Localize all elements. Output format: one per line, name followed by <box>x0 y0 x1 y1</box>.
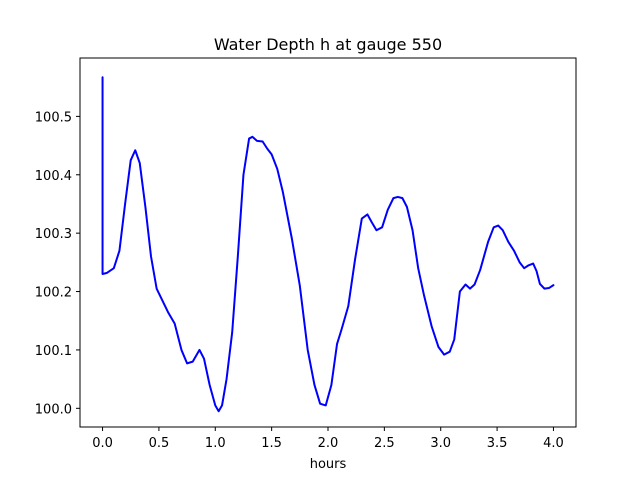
x-tick-label: 0.5 <box>149 436 170 451</box>
y-tick-label: 100.5 <box>35 110 72 125</box>
x-axis-label: hours <box>310 457 347 472</box>
y-tick-label: 100.1 <box>35 344 72 359</box>
x-axis: 0.0 0.5 1.0 1.5 2.0 2.5 3.0 3.5 4.0 <box>92 427 564 451</box>
x-tick-label: 1.0 <box>205 436 226 451</box>
x-tick-label: 4.0 <box>543 436 564 451</box>
x-tick-label: 2.5 <box>374 436 395 451</box>
y-tick-label: 100.0 <box>35 402 72 417</box>
x-tick-label: 3.0 <box>430 436 451 451</box>
chart-title: Water Depth h at gauge 550 <box>214 35 442 54</box>
x-tick-label: 0.0 <box>92 436 113 451</box>
y-tick-label: 100.4 <box>35 169 72 184</box>
x-tick-label: 3.5 <box>487 436 508 451</box>
y-axis: 100.0 100.1 100.2 100.3 100.4 100.5 <box>35 110 80 417</box>
y-tick-label: 100.2 <box>35 286 72 301</box>
x-tick-label: 1.5 <box>261 436 282 451</box>
x-tick-label: 2.0 <box>318 436 339 451</box>
series-line-water-depth <box>101 76 555 413</box>
y-tick-label: 100.3 <box>35 227 72 242</box>
